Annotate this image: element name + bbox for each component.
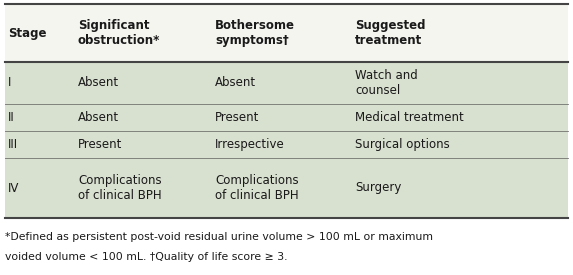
- Text: Stage: Stage: [8, 26, 46, 40]
- Text: Irrespective: Irrespective: [215, 138, 285, 151]
- Text: Present: Present: [215, 111, 260, 124]
- Text: I: I: [8, 76, 11, 89]
- Text: Surgery: Surgery: [355, 182, 401, 194]
- Text: Watch and
counsel: Watch and counsel: [355, 69, 418, 97]
- Text: Complications
of clinical BPH: Complications of clinical BPH: [215, 174, 299, 202]
- Text: III: III: [8, 138, 18, 151]
- Text: Surgical options: Surgical options: [355, 138, 450, 151]
- Text: Absent: Absent: [78, 111, 119, 124]
- Text: IV: IV: [8, 182, 19, 194]
- Text: Absent: Absent: [215, 76, 256, 89]
- Text: Complications
of clinical BPH: Complications of clinical BPH: [78, 174, 162, 202]
- Text: II: II: [8, 111, 15, 124]
- Text: Suggested
treatment: Suggested treatment: [355, 19, 426, 47]
- Text: *Defined as persistent post-void residual urine volume > 100 mL or maximum: *Defined as persistent post-void residua…: [5, 232, 433, 242]
- Text: Present: Present: [78, 138, 123, 151]
- Text: Bothersome
symptoms†: Bothersome symptoms†: [215, 19, 295, 47]
- Text: Absent: Absent: [78, 76, 119, 89]
- Bar: [5, 62, 568, 218]
- Text: Significant
obstruction*: Significant obstruction*: [78, 19, 160, 47]
- Text: voided volume < 100 mL. †Quality of life score ≥ 3.: voided volume < 100 mL. †Quality of life…: [5, 252, 288, 262]
- Bar: [5, 4, 568, 62]
- Text: Medical treatment: Medical treatment: [355, 111, 464, 124]
